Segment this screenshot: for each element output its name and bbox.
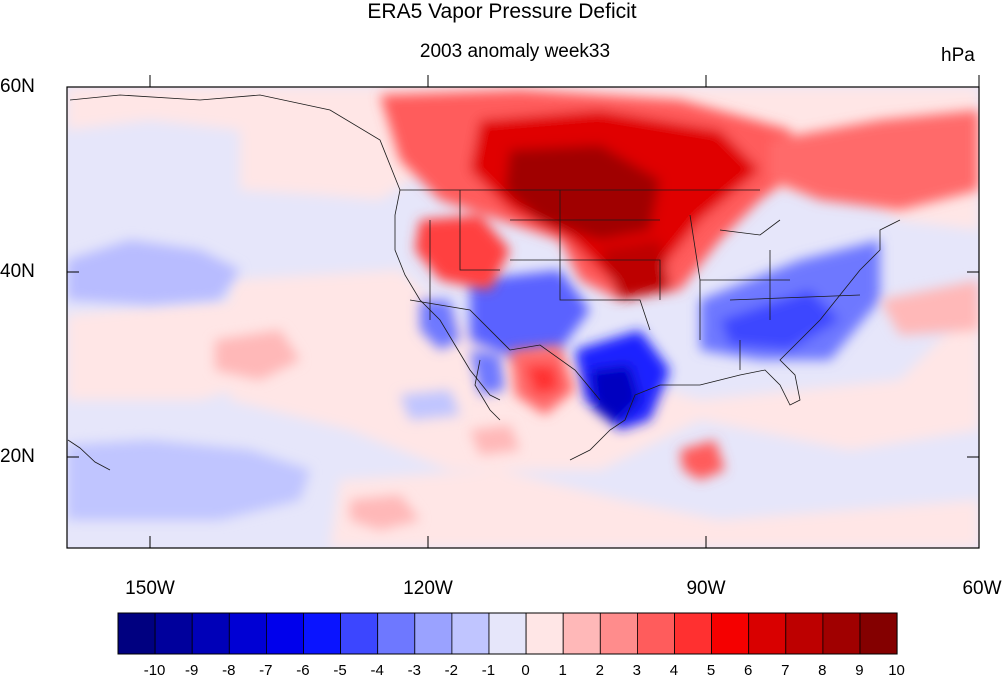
colorbar-tick-label: -10 [143,662,166,679]
colorbar-tick-label: 1 [558,662,567,679]
colorbar-swatch [303,612,341,655]
colorbar-tick-label: -6 [296,662,310,679]
colorbar-swatch [228,612,267,655]
positive-anomalies [215,90,979,530]
colorbar-swatch [562,612,601,655]
colorbar-swatch [525,612,564,655]
colorbar-tick-label: 7 [781,662,790,679]
lon-label-150w: 150W [125,578,175,599]
colorbar-tick-label: -8 [222,662,236,679]
plot-subtitle: 2003 anomaly week33 [419,41,611,62]
colorbar-swatch [637,612,675,655]
colorbar-swatch [674,612,712,655]
colorbar-swatch [191,612,230,655]
lat-label-60n: 60N [0,76,35,97]
colorbar-tick-label: 0 [521,662,530,679]
colorbar-swatch [488,612,527,655]
colorbar-swatch [414,612,453,655]
colorbar-tick-label: -3 [407,662,421,679]
colorbar-swatch [340,612,379,655]
colorbar-swatch [711,612,750,655]
colorbar-swatch [599,612,638,655]
colorbar-tick-label: 9 [855,662,864,679]
colorbar-tick-label: -7 [259,662,273,679]
colorbar-swatch [377,612,416,655]
colorbar-tick-label: -9 [184,662,199,679]
colorbar-tick-label: 5 [706,662,716,679]
colorbar-swatch [265,612,304,655]
colorbar [117,612,898,655]
anomaly-field [67,87,979,548]
plot-title: ERA5 Vapor Pressure Deficit [367,0,637,23]
lon-label-120w: 120W [403,578,453,599]
colorbar-tick-label: 10 [888,662,905,679]
colorbar-tick-label: -5 [333,662,347,679]
units-label: hPa [941,45,975,66]
colorbar-swatch [748,612,787,655]
colorbar-tick-label: 6 [743,662,753,679]
colorbar-tick-label: -1 [481,662,496,679]
colorbar-tick-label: 4 [669,662,679,679]
colorbar-tick-label: -4 [370,662,384,679]
colorbar-tick-label: 8 [818,662,827,679]
colorbar-swatch [822,612,861,655]
frame-ticks [67,75,980,548]
lon-label-90w: 90W [686,578,726,599]
colorbar-swatch [451,612,490,655]
colorbar-frame [117,612,898,655]
colorbar-tick-label: 2 [595,662,604,679]
lon-label-60w: 60W [962,578,1002,599]
colorbar-swatch [785,612,824,655]
colorbar-swatch [859,612,898,655]
colorbar-tick-label: 3 [632,662,642,679]
coastlines-and-borders [67,94,901,471]
colorbar-swatch [117,612,156,655]
lat-label-20n: 20N [0,446,35,467]
lat-label-40n: 40N [0,261,35,282]
colorbar-tick-label: -2 [444,662,459,679]
colorbar-swatch [154,612,193,655]
map-frame [66,86,980,549]
